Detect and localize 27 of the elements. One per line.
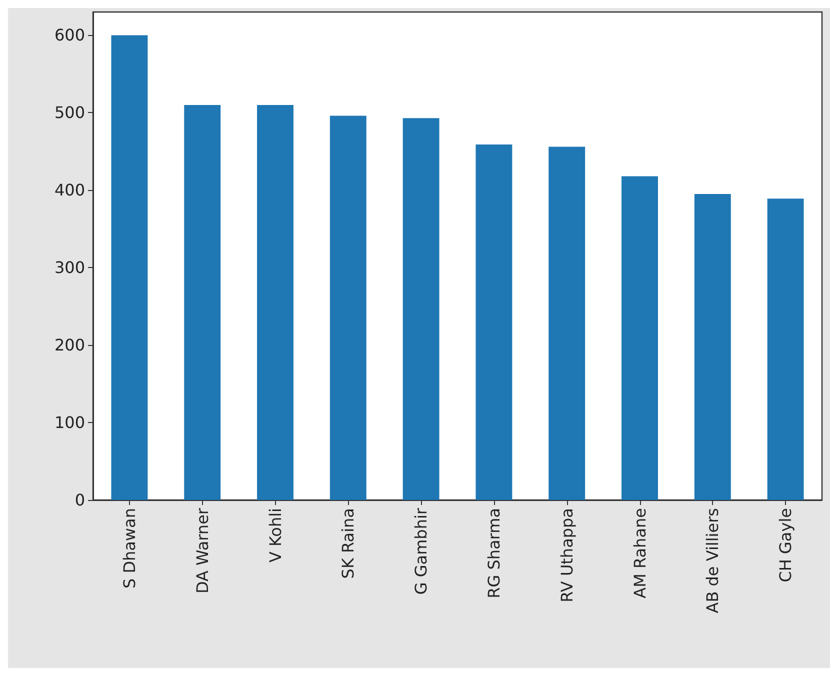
bar xyxy=(111,35,148,500)
x-tick-label: V Kohli xyxy=(266,508,285,563)
y-tick-label: 100 xyxy=(54,413,85,432)
y-tick-label: 400 xyxy=(54,180,85,200)
bar xyxy=(257,104,294,500)
x-tick-label: DA Warner xyxy=(192,508,212,594)
y-tick-label: 600 xyxy=(54,26,85,45)
y-tick-label: 200 xyxy=(54,336,85,355)
x-tick-label: RG Sharma xyxy=(484,508,504,598)
x-tick-label: S Dhawan xyxy=(120,508,139,589)
y-tick-label: 0 xyxy=(74,490,85,510)
bar xyxy=(622,176,658,500)
x-tick-label: AB de Villiers xyxy=(703,508,722,614)
y-tick-label: 300 xyxy=(54,258,85,278)
bar xyxy=(548,146,586,500)
bar xyxy=(476,144,512,500)
x-tick-label: AM Rahane xyxy=(630,508,650,598)
x-tick-label: RV Uthappa xyxy=(557,508,576,602)
x-tick-label: CH Gayle xyxy=(776,508,796,582)
y-tick-label: 500 xyxy=(54,103,85,122)
bar xyxy=(330,116,366,500)
bar xyxy=(767,198,804,500)
bar xyxy=(184,104,221,500)
x-tick-label: G Gambhir xyxy=(412,508,431,595)
bar xyxy=(694,194,731,500)
bar xyxy=(402,118,440,500)
x-tick-label: SK Raina xyxy=(338,508,358,579)
